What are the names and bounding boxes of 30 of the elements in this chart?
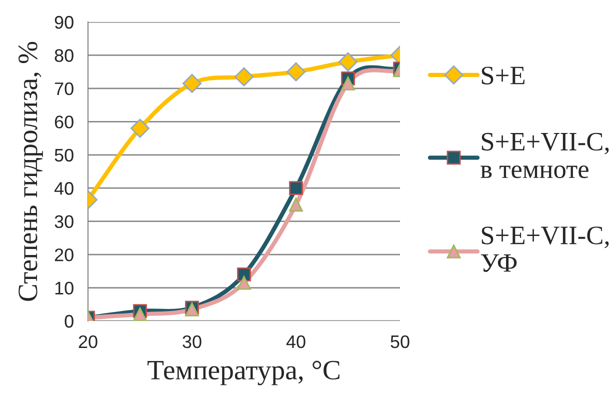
y-axis-title: Степень гидролиза, % [18, 42, 43, 301]
y-tick-label: 90 [54, 16, 74, 29]
legend-label: S+E+VII-C, в темноте [480, 132, 609, 178]
point [130, 118, 150, 138]
y-tick-label: 20 [54, 248, 74, 262]
y-tick-label: 10 [55, 282, 74, 294]
point [182, 74, 202, 93]
point [237, 268, 251, 282]
x-axis-title: Температура, °C [148, 360, 340, 386]
point [338, 52, 358, 72]
y-tick-label: 80 [54, 49, 74, 62]
x-tick-label: 30 [182, 335, 202, 348]
legend-label: S+E+VII-C, УФ [480, 226, 609, 272]
y-tick-label: 60 [54, 116, 74, 128]
point [234, 67, 254, 86]
y-tick-label: 30 [54, 215, 74, 228]
x-tick-label: 40 [286, 335, 306, 348]
legend-label: S+E [482, 66, 524, 84]
y-tick-label: 70 [54, 82, 74, 96]
point [133, 307, 147, 321]
point [289, 181, 303, 196]
y-tick-label: 50 [54, 148, 74, 162]
x-tick-label: 50 [390, 335, 410, 348]
y-tick-label: 40 [54, 182, 74, 195]
point [286, 62, 306, 82]
point [289, 198, 303, 212]
point [341, 76, 355, 90]
y-tick-label: 0 [64, 314, 74, 328]
x-tick-label: 20 [78, 335, 98, 348]
point [237, 276, 251, 290]
